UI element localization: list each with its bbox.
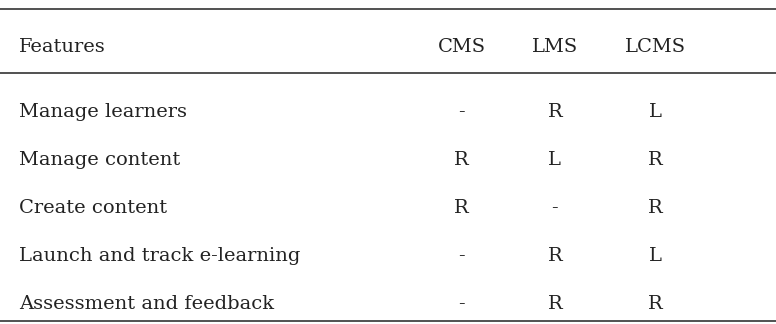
- Text: Manage content: Manage content: [19, 151, 181, 169]
- Text: -: -: [459, 295, 465, 313]
- Text: R: R: [648, 151, 663, 169]
- Text: R: R: [648, 295, 663, 313]
- Text: -: -: [459, 103, 465, 121]
- Text: R: R: [648, 199, 663, 217]
- Text: -: -: [552, 199, 558, 217]
- Text: R: R: [547, 103, 563, 121]
- Text: Create content: Create content: [19, 199, 168, 217]
- Text: L: L: [650, 247, 662, 265]
- Text: LMS: LMS: [532, 38, 578, 56]
- Text: CMS: CMS: [438, 38, 486, 56]
- Text: R: R: [547, 247, 563, 265]
- Text: Features: Features: [19, 38, 106, 56]
- Text: L: L: [549, 151, 561, 169]
- Text: L: L: [650, 103, 662, 121]
- Text: R: R: [547, 295, 563, 313]
- Text: Manage learners: Manage learners: [19, 103, 187, 121]
- Text: -: -: [459, 247, 465, 265]
- Text: Launch and track e-learning: Launch and track e-learning: [19, 247, 301, 265]
- Text: R: R: [454, 151, 469, 169]
- Text: R: R: [454, 199, 469, 217]
- Text: LCMS: LCMS: [625, 38, 686, 56]
- Text: Assessment and feedback: Assessment and feedback: [19, 295, 275, 313]
